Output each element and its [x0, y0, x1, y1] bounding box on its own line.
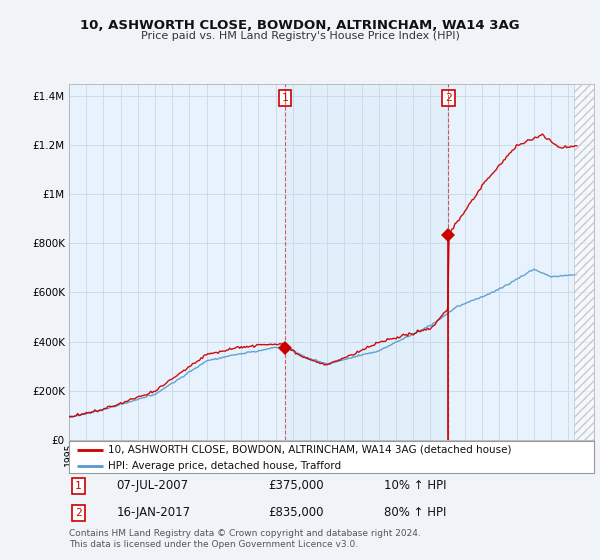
- Bar: [285, 84, 448, 440]
- Text: 80% ↑ HPI: 80% ↑ HPI: [384, 506, 446, 519]
- Bar: [574, 84, 594, 440]
- Text: 07-JUL-2007: 07-JUL-2007: [116, 479, 188, 492]
- Text: £375,000: £375,000: [269, 479, 324, 492]
- Text: 2: 2: [445, 93, 452, 103]
- Text: Price paid vs. HM Land Registry's House Price Index (HPI): Price paid vs. HM Land Registry's House …: [140, 31, 460, 41]
- Text: 16-JAN-2017: 16-JAN-2017: [116, 506, 190, 519]
- Text: HPI: Average price, detached house, Trafford: HPI: Average price, detached house, Traf…: [109, 461, 341, 471]
- Text: Contains HM Land Registry data © Crown copyright and database right 2024.
This d: Contains HM Land Registry data © Crown c…: [69, 529, 421, 549]
- Text: 1: 1: [75, 481, 82, 491]
- Text: 2: 2: [75, 508, 82, 517]
- Text: 10% ↑ HPI: 10% ↑ HPI: [384, 479, 446, 492]
- Text: £835,000: £835,000: [269, 506, 324, 519]
- Text: 1: 1: [281, 93, 288, 103]
- Text: 10, ASHWORTH CLOSE, BOWDON, ALTRINCHAM, WA14 3AG (detached house): 10, ASHWORTH CLOSE, BOWDON, ALTRINCHAM, …: [109, 445, 512, 455]
- Bar: [574, 84, 594, 440]
- Text: 10, ASHWORTH CLOSE, BOWDON, ALTRINCHAM, WA14 3AG: 10, ASHWORTH CLOSE, BOWDON, ALTRINCHAM, …: [80, 19, 520, 32]
